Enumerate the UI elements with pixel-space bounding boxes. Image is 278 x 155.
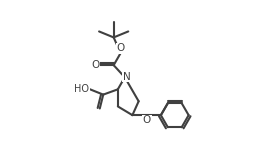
Text: N: N <box>123 72 130 82</box>
Text: O: O <box>116 43 125 53</box>
Text: HO: HO <box>75 84 89 94</box>
Text: O: O <box>143 115 151 125</box>
Text: O: O <box>91 60 100 70</box>
